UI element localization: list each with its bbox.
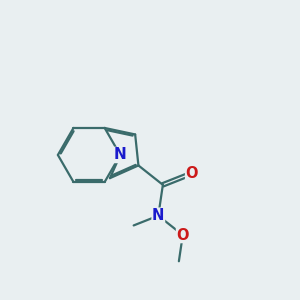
Text: N: N <box>152 208 164 223</box>
Text: O: O <box>186 166 198 181</box>
Text: N: N <box>114 148 127 163</box>
Text: O: O <box>176 227 189 242</box>
